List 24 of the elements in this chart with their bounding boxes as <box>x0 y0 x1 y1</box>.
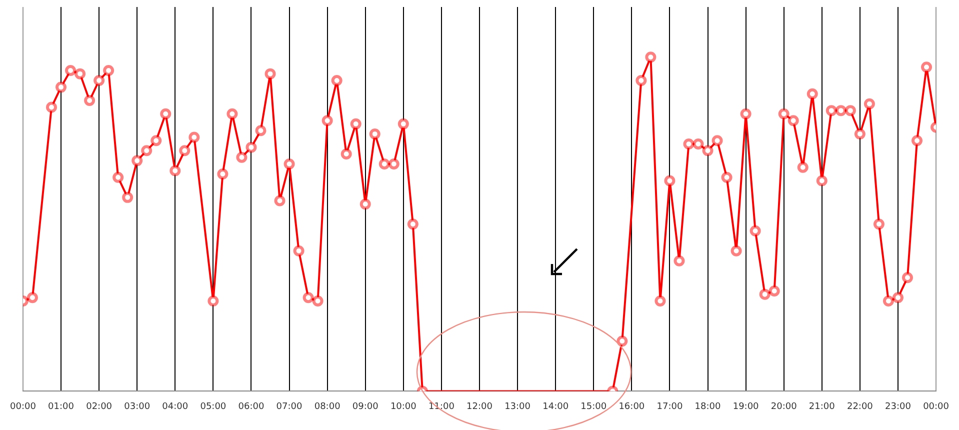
x-tick-label: 09:00 <box>352 402 379 412</box>
x-tick-label: 08:00 <box>314 402 341 412</box>
x-tick-label: 14:00 <box>542 402 569 412</box>
x-tick-label: 05:00 <box>200 402 226 412</box>
x-tick-label: 20:00 <box>770 402 798 412</box>
x-tick-label: 00:00 <box>923 402 950 412</box>
x-tick-label: 04:00 <box>162 402 188 412</box>
x-tick-label: 17:00 <box>656 402 683 412</box>
x-tick-label: 15:00 <box>580 402 607 412</box>
x-tick-label: 18:00 <box>694 402 722 412</box>
x-tick-label: 21:00 <box>808 402 836 412</box>
x-tick-label: 16:00 <box>618 402 645 412</box>
x-tick-label: 01:00 <box>48 402 74 412</box>
x-tick-label: 23:00 <box>885 402 912 412</box>
x-tick-label: 12:00 <box>466 402 493 412</box>
x-tick-label: 03:00 <box>124 402 150 412</box>
x-tick-label: 06:00 <box>238 402 264 412</box>
x-tick-label: 19:00 <box>732 402 760 412</box>
x-tick-label: 22:00 <box>846 402 874 412</box>
x-tick-label: 13:00 <box>504 402 531 412</box>
x-tick-label: 10:00 <box>390 402 417 412</box>
x-tick-label: 02:00 <box>86 402 112 412</box>
x-tick-label: 07:00 <box>276 402 303 412</box>
x-tick-label: 00:00 <box>10 402 36 412</box>
